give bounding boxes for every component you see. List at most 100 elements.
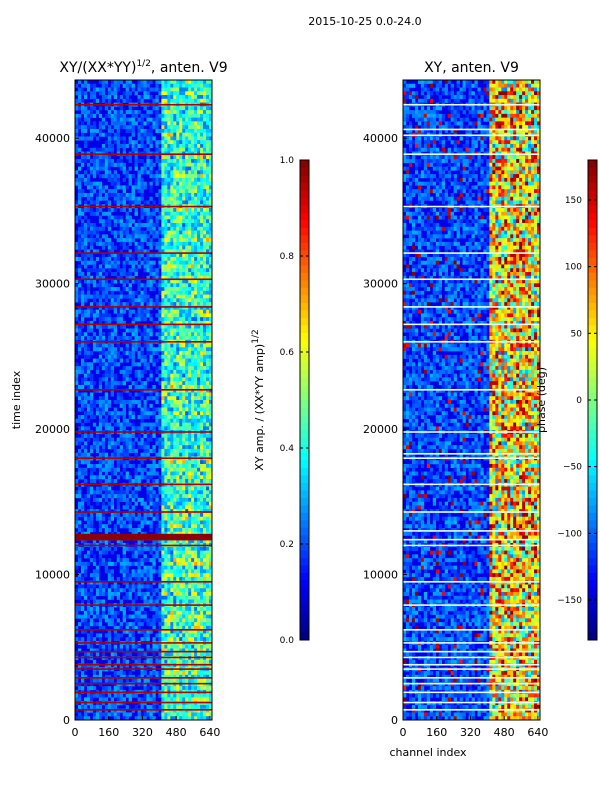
flagged-row bbox=[75, 544, 212, 547]
flagged-row bbox=[75, 511, 212, 513]
colorbar-segment bbox=[300, 212, 309, 221]
axes-frame bbox=[402, 79, 541, 721]
y-tick-label: 30000 bbox=[363, 278, 398, 291]
colorbar-segment bbox=[588, 257, 597, 266]
colorbar-segment bbox=[300, 302, 309, 311]
flagged-row bbox=[75, 709, 212, 711]
flagged-row bbox=[75, 278, 212, 281]
colorbar-segment bbox=[300, 580, 309, 588]
colorbar-tick-label: 0.6 bbox=[280, 348, 295, 358]
flagged-row bbox=[403, 252, 540, 254]
colorbar-segment bbox=[300, 475, 309, 483]
axes-frame bbox=[74, 79, 213, 721]
x-tick-label: 320 bbox=[132, 726, 153, 739]
colorbar-segment bbox=[588, 437, 597, 446]
colorbar-segment bbox=[300, 347, 309, 356]
flagged-row bbox=[403, 323, 540, 326]
colorbar-tick-label: −50 bbox=[563, 463, 582, 473]
x-tick-label: 160 bbox=[98, 726, 119, 739]
colorbar-segment bbox=[300, 205, 309, 213]
flagged-row bbox=[403, 431, 540, 433]
colorbar-segment bbox=[588, 250, 597, 258]
colorbar-segment bbox=[300, 370, 309, 378]
colorbar-segment bbox=[588, 520, 597, 528]
colorbar-segment bbox=[588, 535, 597, 543]
colorbar-segment bbox=[588, 572, 597, 581]
colorbar-segment bbox=[300, 160, 309, 168]
flagged-row bbox=[75, 677, 212, 679]
colorbar-segment bbox=[300, 422, 309, 431]
colorbar-segment bbox=[588, 212, 597, 221]
y-tick-label: 40000 bbox=[363, 132, 398, 145]
flagged-row bbox=[75, 581, 212, 583]
colorbar-segment bbox=[588, 167, 597, 176]
x-tick-label: 0 bbox=[400, 726, 407, 739]
colorbar-segment bbox=[300, 482, 309, 491]
flagged-row bbox=[75, 604, 212, 606]
colorbar-segment bbox=[588, 527, 597, 536]
flagged-row bbox=[403, 530, 540, 532]
flagged-row bbox=[403, 457, 540, 459]
colorbar-segment bbox=[300, 310, 309, 318]
colorbar-segment bbox=[300, 550, 309, 558]
colorbar-tick-label: 0.4 bbox=[280, 444, 295, 454]
flagged-row bbox=[75, 642, 212, 644]
colorbar-segment bbox=[588, 595, 597, 603]
colorbar-tick-label: 100 bbox=[565, 263, 582, 273]
colorbar-segment bbox=[588, 407, 597, 416]
flagged-row bbox=[75, 153, 212, 155]
flagged-rows bbox=[403, 103, 540, 711]
colorbar-tick-label: 0.2 bbox=[280, 540, 294, 550]
colorbar-segment bbox=[300, 497, 309, 506]
flagged-row bbox=[75, 682, 212, 685]
colorbar-segment bbox=[588, 467, 597, 476]
figure-suptitle: 2015-10-25 0.0-24.0 bbox=[308, 15, 421, 28]
colorbar-segment bbox=[588, 175, 597, 183]
flagged-row bbox=[403, 153, 540, 155]
y-axis-label: time index bbox=[10, 370, 23, 429]
flagged-row bbox=[403, 341, 540, 343]
flagged-row bbox=[403, 682, 540, 685]
colorbar-segment bbox=[588, 310, 597, 318]
colorbar-segment bbox=[300, 572, 309, 581]
colorbar-segment bbox=[300, 625, 309, 633]
flagged-row bbox=[75, 629, 212, 631]
colorbar-segment bbox=[300, 595, 309, 603]
colorbar-label: XY amp. / (XX*YY amp)1/2 bbox=[251, 329, 266, 470]
colorbar-segment bbox=[588, 392, 597, 401]
colorbar-segment bbox=[588, 587, 597, 596]
colorbar-segment bbox=[588, 227, 597, 236]
colorbar-segment bbox=[300, 445, 309, 453]
y-tick-label: 0 bbox=[63, 714, 70, 727]
colorbar-segment bbox=[588, 377, 597, 386]
colorbar-segment bbox=[300, 400, 309, 408]
flagged-row bbox=[403, 701, 540, 704]
y-tick-label: 30000 bbox=[35, 278, 70, 291]
flagged-row bbox=[403, 103, 540, 106]
colorbar-segment bbox=[588, 617, 597, 626]
panel-title: XY/(XX*YY)1/2, anten. V9 bbox=[59, 59, 227, 76]
colorbar-segment bbox=[300, 175, 309, 183]
colorbar-segment bbox=[588, 550, 597, 558]
colorbar-segment bbox=[588, 557, 597, 566]
flagged-row bbox=[403, 668, 540, 670]
colorbar-segment bbox=[300, 467, 309, 476]
flagged-row bbox=[403, 642, 540, 644]
x-tick-label: 0 bbox=[72, 726, 79, 739]
colorbar-segment bbox=[588, 332, 597, 341]
y-tick-label: 40000 bbox=[35, 132, 70, 145]
colorbar-segment bbox=[588, 317, 597, 326]
colorbar-segment bbox=[300, 265, 309, 273]
colorbar-segment bbox=[300, 535, 309, 543]
colorbar-segment bbox=[300, 610, 309, 618]
colorbar-segment bbox=[300, 182, 309, 191]
colorbar-segment bbox=[300, 362, 309, 371]
colorbar-segment bbox=[588, 287, 597, 296]
panel-title-tail: , anten. V9 bbox=[151, 60, 228, 76]
y-tick-label: 0 bbox=[391, 714, 398, 727]
colorbar-segment bbox=[588, 355, 597, 363]
colorbar-tick-label: 150 bbox=[565, 196, 582, 206]
flagged-row bbox=[75, 341, 212, 343]
colorbar-segment bbox=[300, 392, 309, 401]
